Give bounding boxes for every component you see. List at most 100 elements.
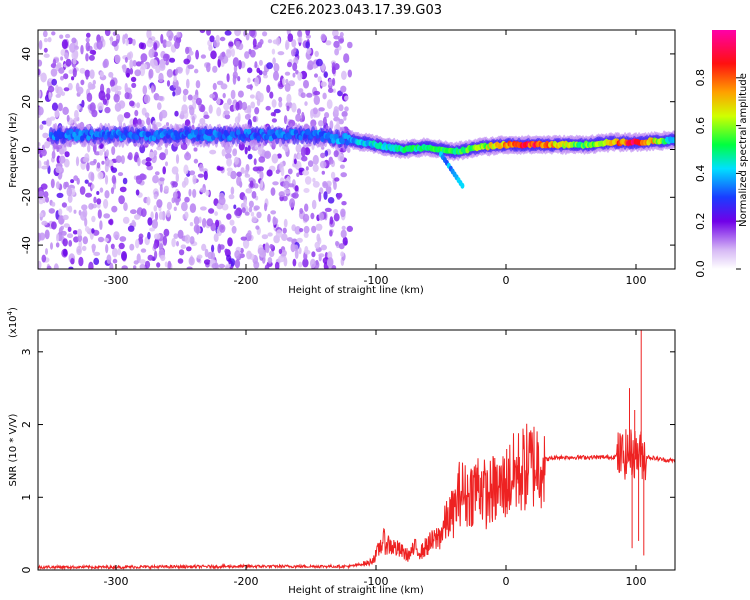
heatmap-speckle — [154, 171, 160, 176]
heatmap-speckle — [40, 148, 47, 157]
heatmap-speckle — [182, 94, 187, 103]
heatmap-speckle — [274, 261, 280, 269]
heatmap-speckle — [85, 192, 92, 198]
heatmap-speckle — [56, 62, 62, 69]
heatmap-speckle — [200, 54, 206, 59]
heatmap-speckle — [132, 38, 136, 46]
heatmap-ridge-cell — [78, 130, 83, 137]
heatmap-speckle — [335, 240, 339, 247]
heatmap-speckle — [163, 53, 170, 62]
heatmap-speckle — [292, 72, 296, 78]
heatmap-speckle — [233, 204, 237, 210]
heatmap-speckle — [124, 56, 128, 63]
heatmap-speckle — [249, 49, 256, 58]
heatmap-speckle — [143, 94, 151, 104]
heatmap-speckle — [104, 190, 110, 199]
heatmap-ridge-cell — [211, 134, 216, 141]
heatmap-speckle — [160, 33, 164, 44]
x-tick-label: 0 — [503, 274, 510, 287]
heatmap-speckle — [137, 118, 142, 126]
heatmap-ridge-cell — [236, 129, 241, 136]
heatmap-speckle — [97, 236, 105, 243]
heatmap-speckle — [251, 191, 257, 199]
heatmap-speckle — [158, 211, 164, 220]
heatmap-speckle — [230, 186, 235, 195]
heatmap-speckle — [180, 244, 187, 249]
heatmap-speckle — [171, 237, 176, 248]
heatmap-speckle — [228, 41, 234, 47]
heatmap-speckle — [192, 174, 197, 185]
heatmap-speckle — [238, 141, 245, 151]
y-tick-label: 3 — [20, 348, 33, 355]
heatmap-speckle — [244, 146, 248, 155]
heatmap-speckle — [264, 150, 272, 159]
heatmap-speckle — [62, 248, 68, 257]
heatmap-speckle — [72, 67, 77, 78]
heatmap-speckle — [164, 148, 169, 156]
heatmap-speckle — [122, 177, 128, 185]
snr-exponent: (x104) — [6, 307, 19, 338]
heatmap-speckle — [47, 37, 52, 43]
heatmap-speckle — [310, 109, 314, 119]
heatmap-speckle — [247, 230, 252, 237]
heatmap-speckle — [271, 153, 279, 164]
heatmap-speckle — [111, 40, 118, 47]
heatmap-speckle — [304, 245, 309, 255]
heatmap-speckle — [295, 113, 302, 122]
heatmap-speckle — [201, 243, 207, 251]
heatmap-speckle — [261, 234, 269, 240]
heatmap-speckle — [204, 248, 209, 258]
heatmap-speckle — [341, 225, 346, 231]
heatmap-speckle — [218, 263, 226, 269]
heatmap-speckle — [55, 166, 63, 174]
heatmap-speckle — [339, 32, 344, 37]
heatmap-speckle — [269, 250, 275, 258]
heatmap-speckle — [271, 99, 277, 108]
heatmap-speckle — [256, 211, 262, 219]
heatmap-speckle — [208, 208, 215, 214]
heatmap-speckle — [227, 98, 232, 106]
colorbar-tick-label: 0.0 — [694, 260, 707, 278]
heatmap-speckle — [42, 132, 49, 139]
heatmap-speckle — [61, 39, 68, 50]
heatmap-speckle — [292, 192, 299, 199]
heatmap-ridge-cell — [134, 134, 139, 141]
heatmap-speckle — [250, 211, 255, 217]
heatmap-speckle — [165, 122, 170, 127]
heatmap-ridge-cell — [122, 134, 127, 141]
x-tick-label: -200 — [234, 575, 259, 588]
heatmap-speckle — [93, 196, 97, 204]
heatmap-speckle — [58, 208, 63, 216]
heatmap-speckle — [38, 160, 42, 169]
heatmap-speckle — [126, 72, 130, 78]
heatmap-speckle — [110, 243, 115, 250]
heatmap-speckle — [216, 97, 221, 105]
heatmap-speckle — [235, 40, 241, 48]
heatmap-ridge-cell — [207, 128, 213, 135]
heatmap-speckle — [114, 54, 121, 64]
heatmap-speckle — [270, 210, 277, 215]
heatmap-speckle — [298, 261, 303, 268]
heatmap-speckle — [332, 30, 339, 37]
heatmap-speckle — [312, 177, 316, 183]
heatmap-speckle — [246, 250, 252, 260]
heatmap-speckle — [110, 165, 114, 171]
heatmap-speckle — [331, 66, 336, 75]
heatmap-speckle — [40, 183, 48, 190]
heatmap-speckle — [90, 184, 95, 189]
heatmap-speckle — [87, 182, 92, 187]
heatmap-speckle — [105, 244, 109, 254]
heatmap-speckle — [341, 111, 348, 118]
heatmap-speckle — [129, 59, 134, 70]
heatmap-speckle — [104, 175, 109, 185]
heatmap-speckle — [89, 69, 95, 79]
heatmap-speckle — [140, 208, 147, 218]
heatmap-speckle — [209, 149, 217, 155]
snr-exponent-base: (x10 — [8, 315, 19, 338]
heatmap-speckle — [68, 69, 74, 74]
heatmap-speckle — [154, 250, 158, 260]
heatmap-speckle — [133, 265, 137, 269]
heatmap-speckle — [256, 98, 261, 107]
